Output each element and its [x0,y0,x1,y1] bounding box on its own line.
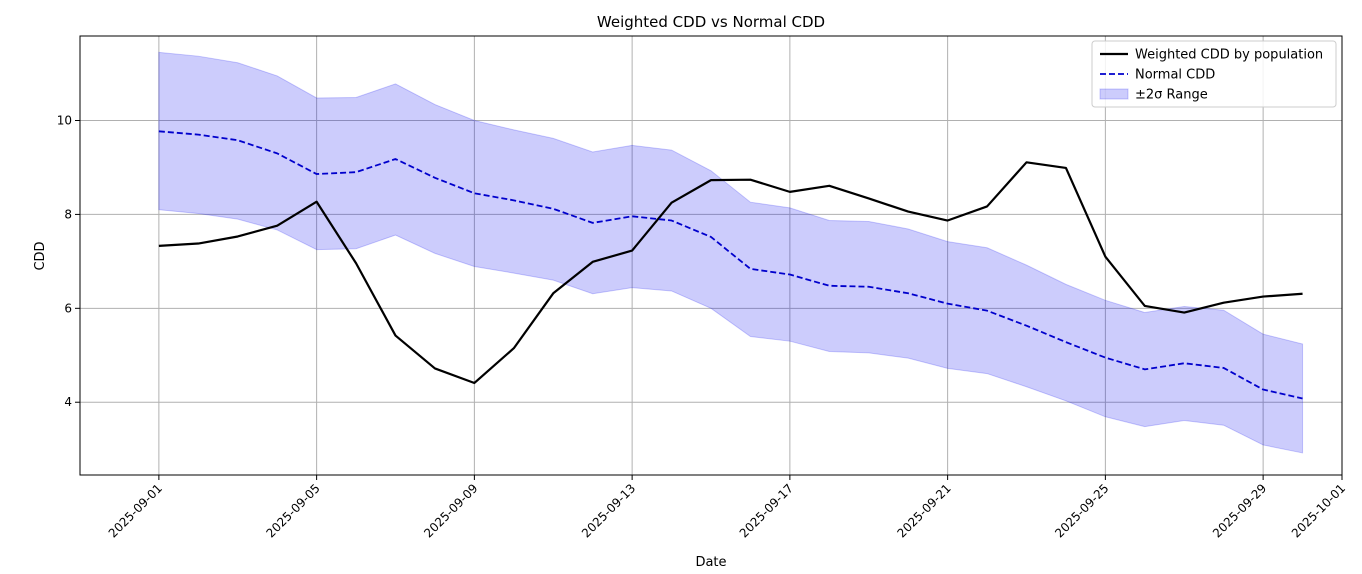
x-tick-label: 2025-10-01 [1289,481,1348,540]
grid [80,36,1343,475]
y-axis-ticks: 4 6 8 10 [57,114,80,409]
x-tick-label: 2025-09-05 [264,481,323,540]
x-axis-title: Date [695,555,726,570]
band-group [158,51,1304,454]
legend-box [1091,40,1337,108]
y-axis-title: CDD [33,241,48,270]
legend-label: Normal CDD [1135,68,1215,83]
y-tick-label: 6 [64,301,72,315]
x-tick-label: 2025-09-21 [895,481,954,540]
legend-label: ±2σ Range [1135,88,1208,103]
series-line-1 [158,161,1303,385]
y-tick-label: 10 [57,114,72,128]
legend-label: Weighted CDD by population [1135,48,1323,63]
series-group [158,130,1303,400]
x-tick-label: 2025-09-17 [737,481,796,540]
x-tick-label: 2025-09-29 [1210,481,1269,540]
band-range [158,51,1304,454]
x-tick-label: 2025-09-01 [106,481,165,540]
legend-swatch [1099,88,1129,100]
y-tick-label: 4 [64,395,72,409]
legend: Weighted CDD by population Normal CDD ±2σ … [1091,40,1337,108]
x-axis-ticks: 2025-09-01 2025-09-05 2025-09-09 2025-09-13… [106,475,1348,540]
series-line-2 [158,130,1303,400]
y-tick-label: 8 [64,207,72,221]
x-tick-label: 2025-09-09 [421,481,480,540]
x-tick-label: 2025-09-13 [579,481,638,540]
plot-frame [79,35,1343,476]
x-tick-label: 2025-09-25 [1052,481,1111,540]
chart-title: Weighted CDD vs Normal CDD [597,13,825,31]
